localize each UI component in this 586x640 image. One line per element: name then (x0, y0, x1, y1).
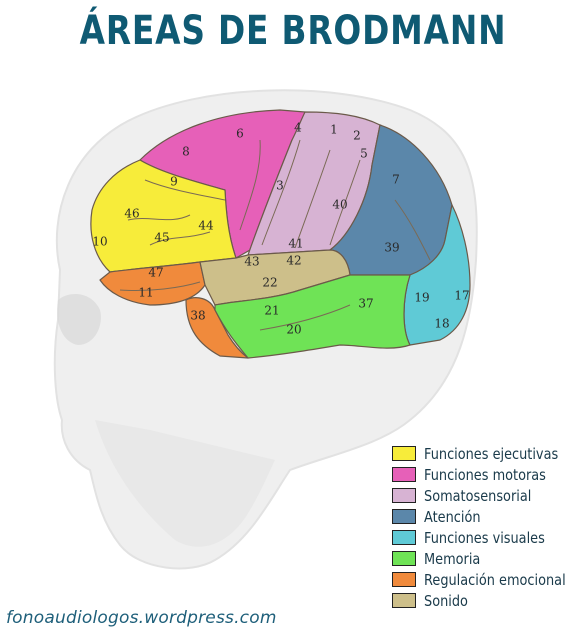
legend: Funciones ejecutivas Funciones motoras S… (392, 443, 582, 611)
legend-item: Regulación emocional (392, 569, 582, 590)
area-20: 20 (286, 323, 301, 337)
area-41: 41 (288, 237, 303, 251)
area-6: 6 (236, 127, 244, 141)
legend-item: Sonido (392, 590, 582, 611)
area-38: 38 (190, 309, 205, 323)
legend-swatch (392, 593, 416, 608)
area-2: 2 (353, 129, 361, 143)
area-10: 10 (92, 235, 107, 249)
area-47: 47 (148, 266, 163, 280)
jaw-silhouette (95, 420, 275, 547)
brain-sulci (119, 139, 431, 331)
area-22: 22 (262, 276, 277, 290)
area-9: 9 (170, 175, 178, 189)
legend-label: Memoria (424, 549, 481, 568)
area-11: 11 (138, 286, 153, 300)
legend-item: Funciones ejecutivas (392, 443, 582, 464)
area-21: 21 (264, 304, 279, 318)
area-8: 8 (182, 145, 190, 159)
area-46: 46 (124, 207, 139, 221)
legend-label: Regulación emocional (424, 570, 566, 589)
area-1: 1 (330, 123, 338, 137)
area-44: 44 (198, 219, 214, 233)
area-3: 3 (276, 179, 284, 193)
region-emocional (99, 261, 249, 359)
area-39: 39 (384, 241, 399, 255)
area-42: 42 (286, 254, 301, 268)
brain-diagram: 1 2 3 4 5 6 7 8 9 10 11 17 18 19 20 21 2… (53, 89, 478, 570)
area-5: 5 (360, 147, 368, 161)
region-memoria (214, 274, 411, 359)
brain-regions (90, 109, 471, 359)
credit-link[interactable]: fonoaudiologos.wordpress.com (6, 608, 277, 628)
eye-socket (57, 294, 101, 345)
area-4: 4 (294, 121, 302, 135)
area-7: 7 (392, 173, 400, 187)
legend-label: Somatosensorial (424, 486, 532, 505)
legend-swatch (392, 530, 416, 545)
area-18: 18 (434, 317, 449, 331)
area-40: 40 (332, 198, 347, 212)
legend-item: Funciones motoras (392, 464, 582, 485)
legend-swatch (392, 446, 416, 461)
area-19: 19 (414, 291, 429, 305)
area-labels: 1 2 3 4 5 6 7 8 9 10 11 17 18 19 20 21 2… (92, 121, 469, 337)
legend-swatch (392, 551, 416, 566)
legend-label: Atención (424, 507, 481, 526)
legend-label: Funciones ejecutivas (424, 444, 559, 463)
area-37: 37 (358, 297, 373, 311)
legend-swatch (392, 488, 416, 503)
legend-swatch (392, 467, 416, 482)
legend-item: Memoria (392, 548, 582, 569)
legend-item: Somatosensorial (392, 485, 582, 506)
region-visuales (403, 204, 471, 346)
legend-item: Funciones visuales (392, 527, 582, 548)
legend-label: Funciones motoras (424, 465, 546, 484)
legend-label: Funciones visuales (424, 528, 545, 547)
area-45: 45 (154, 231, 169, 245)
area-43: 43 (244, 255, 259, 269)
legend-swatch (392, 509, 416, 524)
legend-swatch (392, 572, 416, 587)
page-title: ÁREAS DE BRODMANN (79, 8, 507, 54)
legend-item: Atención (392, 506, 582, 527)
area-17: 17 (454, 289, 469, 303)
legend-label: Sonido (424, 591, 468, 610)
